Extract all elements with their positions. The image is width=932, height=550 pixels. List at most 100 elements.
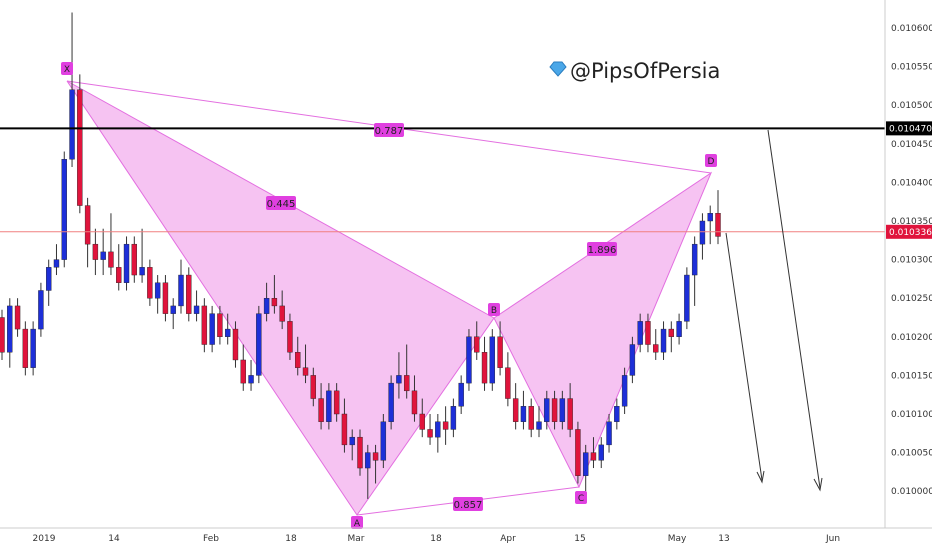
y-tick-label: 0.010500 [891, 101, 932, 111]
pattern-point-tag [488, 303, 500, 316]
candle-body [178, 274, 184, 307]
y-tick-label: 0.010150 [891, 371, 932, 381]
candle-body [302, 367, 309, 376]
x-tick-label: 15 [574, 534, 585, 544]
candle-body [458, 382, 464, 407]
candle-body [489, 336, 496, 384]
candle-body [411, 390, 418, 415]
pattern-point-tag [575, 491, 587, 504]
candle-body [69, 89, 75, 160]
candle-body [193, 305, 200, 314]
candle-body [450, 406, 457, 430]
candle-body [544, 398, 550, 422]
ratio-tag [453, 497, 483, 511]
y-tick-label: 0.010250 [891, 294, 932, 304]
candle-body [209, 313, 215, 345]
projection-arrow-1 [725, 232, 763, 481]
candle-body [536, 421, 542, 430]
price-axis [0, 0, 932, 529]
candle-body [240, 359, 246, 384]
candle-body [606, 421, 612, 446]
x-tick-label: May [668, 534, 687, 544]
projection-arrows [725, 129, 823, 492]
candle-body [505, 367, 511, 399]
candle-body [427, 429, 433, 438]
candle-body [699, 220, 706, 245]
x-tick-label: 18 [285, 534, 297, 544]
candle-body [691, 243, 698, 276]
diamond-icon [549, 61, 567, 77]
candle-body [224, 328, 231, 337]
y-tick-label: 0.010100 [891, 410, 932, 420]
candle-body [676, 321, 682, 337]
candle-body [170, 305, 176, 314]
candle-body [372, 452, 379, 461]
candle-body [77, 89, 83, 206]
candle-body [497, 336, 503, 368]
candle-body [403, 375, 410, 392]
candle-body [621, 375, 628, 407]
y-tick-label: 0.010050 [891, 449, 932, 459]
candle-body [598, 444, 604, 461]
candle-body [92, 243, 99, 260]
pattern-point-label: X [64, 65, 70, 75]
level-marker: 0.010470 [886, 121, 932, 136]
candle-body [162, 282, 169, 314]
pattern-point-tag [351, 516, 363, 529]
candle-body [637, 321, 643, 345]
candle-body [551, 398, 558, 422]
candle-body [271, 298, 278, 307]
candle-body [481, 352, 488, 384]
candle-body [326, 390, 332, 422]
y-tick-label: 0.010200 [891, 333, 932, 343]
candle-body [116, 267, 122, 283]
candle-body [629, 344, 636, 376]
candle-body [388, 382, 394, 422]
pattern-point-label: B [491, 306, 497, 316]
pattern-point-label: D [708, 157, 715, 167]
candle-body [232, 328, 239, 361]
candle-body [131, 243, 138, 276]
candle-body [707, 213, 713, 222]
candle-body [575, 429, 581, 476]
y-tick-label: 0.010600 [891, 24, 932, 34]
candle-body [520, 406, 527, 422]
price-tag [886, 224, 932, 239]
y-tick-label: 0.010000 [891, 487, 932, 497]
candle-body [123, 243, 130, 283]
candle-body [248, 375, 254, 384]
candle-body [217, 313, 223, 338]
candle-body [154, 282, 161, 299]
candle-body [341, 413, 348, 446]
ratio-tag [587, 242, 617, 256]
candle-body [22, 328, 29, 368]
projection-arrow-2 [767, 129, 821, 489]
y-tick-labels: 0.010600 0.010550 0.010500 0.010450 0.010400… [891, 24, 932, 497]
x-tick-label: Jun [825, 534, 840, 544]
ratio-label: 1.896 [588, 245, 617, 256]
price-marker: 0.010336 [886, 224, 932, 239]
candle-body [7, 305, 13, 353]
x-tick-label: 14 [108, 534, 120, 544]
candle-body [512, 398, 519, 422]
candle-body [645, 321, 651, 345]
candle-body [287, 321, 293, 353]
pattern-point-tag [705, 154, 717, 167]
candle-body [435, 421, 441, 438]
candle-body [653, 344, 659, 353]
candle-body [38, 290, 44, 330]
pattern-labels: X A B C D 0.787 0.445 1.896 0.857 [61, 62, 717, 529]
candle-body [567, 398, 573, 430]
x-tick-label: 13 [718, 534, 729, 544]
candle-body [279, 305, 285, 322]
candle-body [357, 436, 363, 469]
projection-arrowhead-2 [813, 477, 823, 492]
candle-body [201, 305, 208, 345]
candle-body [349, 436, 355, 446]
y-tick-label: 0.010400 [891, 178, 932, 188]
candle-body [365, 452, 371, 469]
x-tick-labels: 2019 14 Feb 18 Mar 18 Apr 15 May 13 Jun [33, 534, 840, 544]
x-tick-label: Mar [348, 534, 365, 544]
y-tick-label: 0.010350 [891, 217, 932, 227]
pattern-point-label: A [354, 519, 361, 529]
